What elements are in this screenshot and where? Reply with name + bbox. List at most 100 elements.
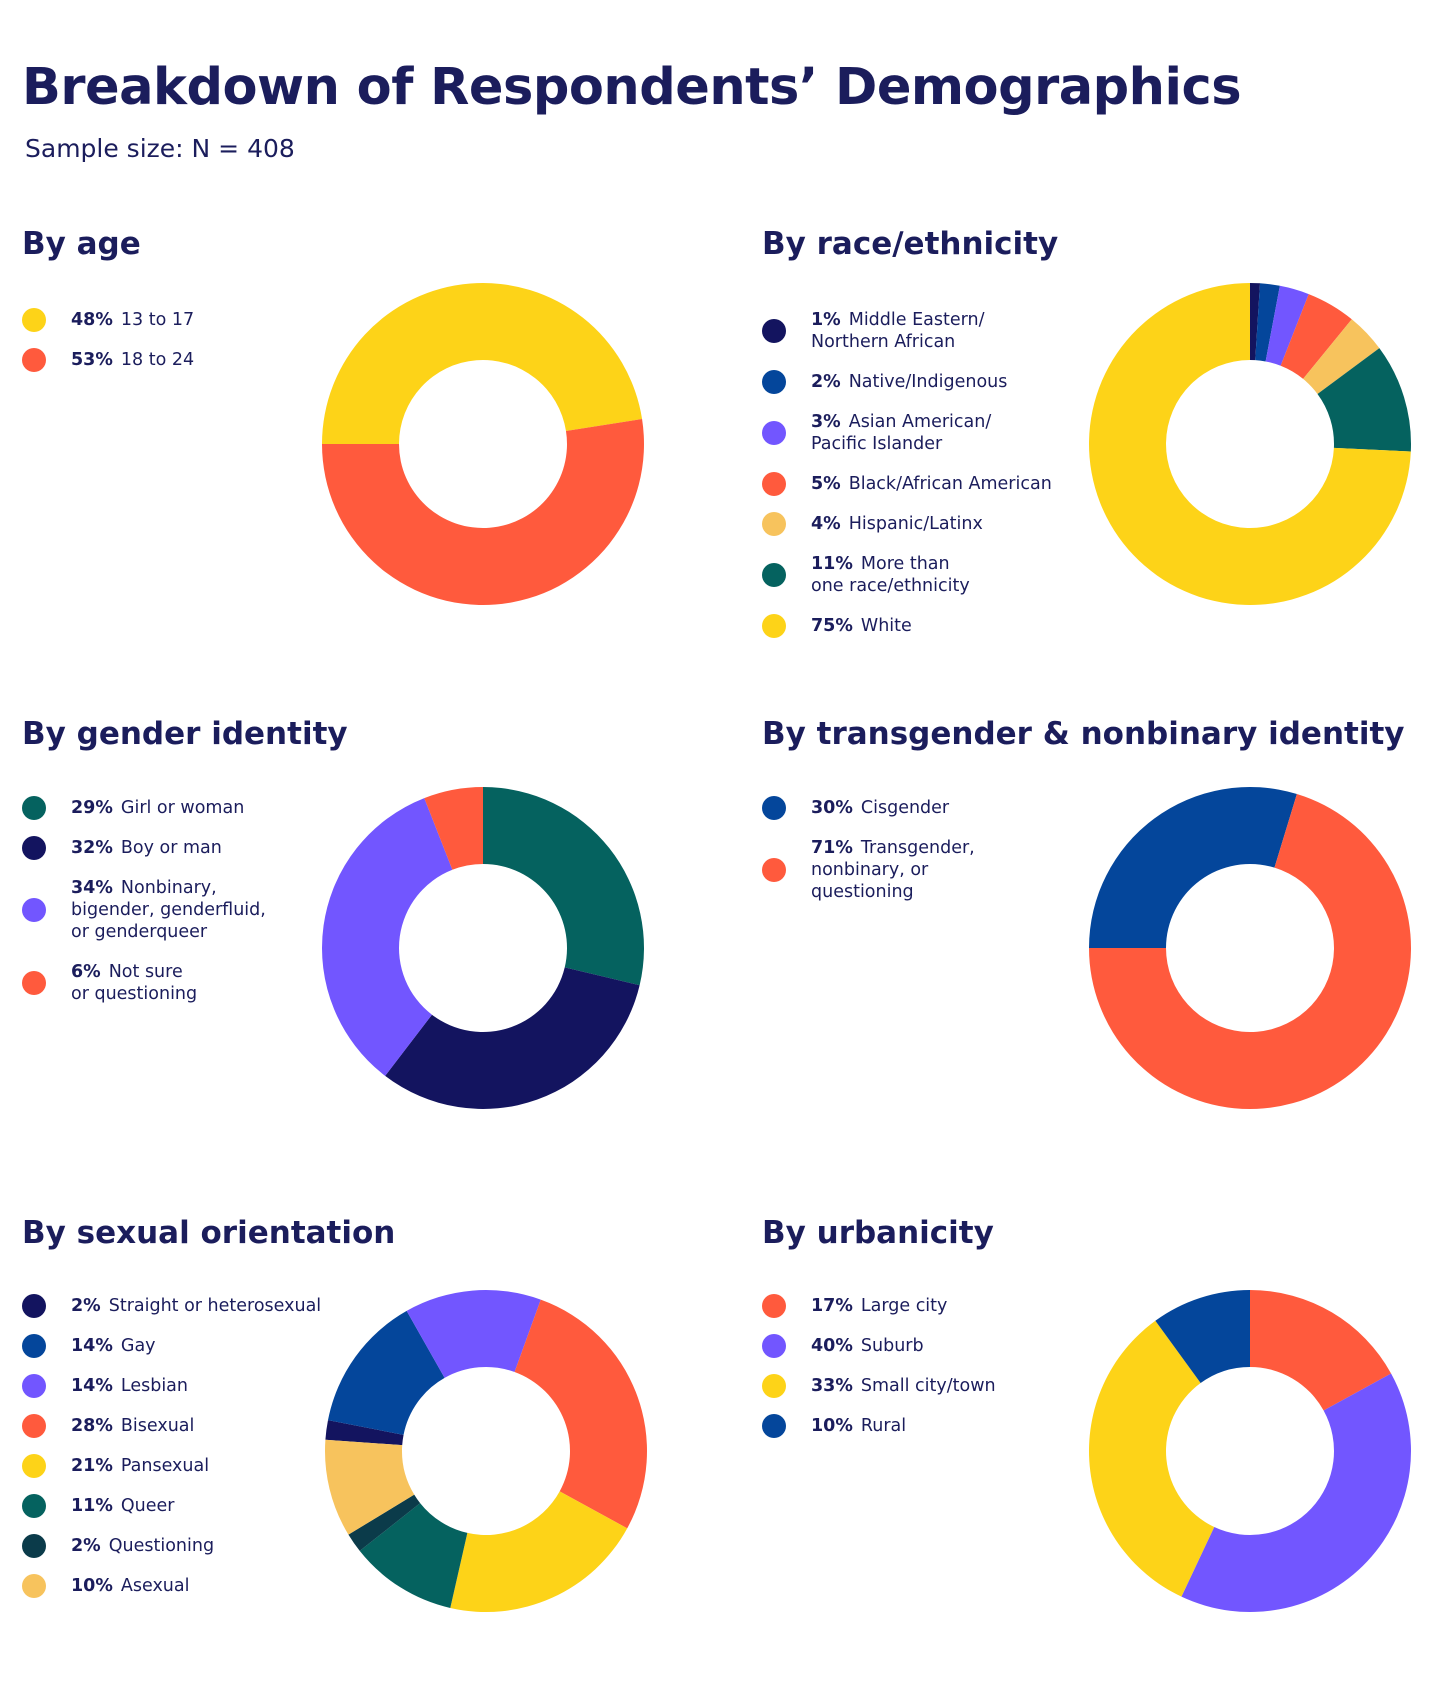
legend-percent: 2% <box>811 372 841 392</box>
legend-item-18-to-24: 53% 18 to 24 <box>22 348 351 372</box>
slice-straight-or-heterosexual <box>325 1420 404 1446</box>
panel-title: By transgender & nonbinary identity <box>762 716 1405 752</box>
legend-swatch <box>762 796 786 820</box>
legend-percent: 10% <box>71 1576 113 1596</box>
legend-swatch <box>22 971 46 995</box>
legend-label: Gay <box>120 1336 156 1356</box>
legend: 30% Cisgender 71% Transgender, nonbinary, o… <box>762 796 1091 921</box>
legend-item-girl-or-woman: 29% Girl or woman <box>22 796 351 820</box>
panel-title: By gender identity <box>22 716 348 752</box>
legend-swatch <box>22 1414 46 1438</box>
legend-item-more-than-one-race-ethnicity: 11% More than one race/ethnicity <box>762 553 1091 597</box>
legend-percent: 1% <box>811 310 841 330</box>
donut-chart <box>1088 1289 1412 1613</box>
legend-label: Hispanic/Latinx <box>848 514 983 534</box>
donut-chart <box>1088 786 1412 1110</box>
legend: 1% Middle Eastern/ Northern African 2% Nati… <box>762 309 1091 655</box>
legend-label: Girl or woman <box>120 798 245 818</box>
legend-label: Pansexual <box>120 1456 210 1476</box>
legend-item-native-indigenous: 2% Native/Indigenous <box>762 370 1091 394</box>
slice-gay <box>327 1310 445 1435</box>
legend-label: Cisgender <box>860 798 950 818</box>
slice-nonbinary-bigender-genderfluid-or-genderqueer <box>322 798 453 1076</box>
legend-percent: 4% <box>811 514 841 534</box>
legend-percent: 48% <box>71 310 113 330</box>
legend-percent: 5% <box>811 474 841 494</box>
slice-large-city <box>1250 1290 1392 1411</box>
legend-swatch <box>22 836 46 860</box>
slice-rural <box>1155 1290 1250 1384</box>
slice-girl-or-woman <box>483 787 644 986</box>
legend-item-rural: 10% Rural <box>762 1414 1091 1438</box>
donut-svg <box>322 787 644 1109</box>
legend-percent: 14% <box>71 1336 113 1356</box>
legend-item-boy-or-man: 32% Boy or man <box>22 836 351 860</box>
donut-svg <box>1089 283 1411 605</box>
legend-label: 18 to 24 <box>120 350 195 370</box>
legend-swatch <box>762 614 786 638</box>
legend-swatch <box>762 1334 786 1358</box>
legend-percent: 17% <box>811 1296 853 1316</box>
donut-svg <box>1089 787 1411 1109</box>
legend-percent: 6% <box>71 962 101 982</box>
donut-chart <box>324 1289 648 1613</box>
legend-label: Boy or man <box>120 838 222 858</box>
legend-label: Suburb <box>860 1336 924 1356</box>
legend-label: Small city/town <box>860 1376 996 1396</box>
legend: 48% 13 to 17 53% 18 to 24 <box>22 308 351 389</box>
slice-pansexual <box>450 1491 628 1612</box>
legend-item-nonbinary-bigender-genderfluid-or-genderqueer: 34% Nonbinary, bigender, genderfluid, or … <box>22 877 351 943</box>
legend-swatch <box>762 370 786 394</box>
legend-percent: 40% <box>811 1336 853 1356</box>
legend-percent: 14% <box>71 1376 113 1396</box>
donut-svg <box>1089 1290 1411 1612</box>
legend-percent: 71% <box>811 838 853 858</box>
legend-label: Questioning <box>108 1536 215 1556</box>
legend-swatch <box>762 1414 786 1438</box>
legend-item-transgender-nonbinary-or-questioning: 71% Transgender, nonbinary, or questionin… <box>762 837 1091 903</box>
slice-more-than-one-race-ethnicity <box>1317 348 1411 452</box>
legend-percent: 2% <box>71 1296 101 1316</box>
slice-native-indigenous <box>1255 283 1280 362</box>
legend-label: Lesbian <box>120 1376 189 1396</box>
legend-percent: 53% <box>71 350 113 370</box>
legend-swatch <box>762 319 786 343</box>
legend-swatch <box>22 1494 46 1518</box>
legend-item-small-city-town: 33% Small city/town <box>762 1374 1091 1398</box>
slice-asexual <box>325 1439 415 1535</box>
slice-boy-or-man <box>385 967 640 1109</box>
legend-item-cisgender: 30% Cisgender <box>762 796 1091 820</box>
legend-swatch <box>22 1534 46 1558</box>
legend-label: White <box>860 616 912 636</box>
legend-swatch <box>22 348 46 372</box>
legend-label: Not sure or questioning <box>71 962 198 1004</box>
slice-black-african-american <box>1280 294 1352 379</box>
legend-label: 13 to 17 <box>120 310 195 330</box>
legend-percent: 30% <box>811 798 853 818</box>
legend-item-middle-eastern-northern-african: 1% Middle Eastern/ Northern African <box>762 309 1091 353</box>
legend-label: Large city <box>860 1296 948 1316</box>
donut-svg <box>322 283 644 605</box>
legend-item-white: 75% White <box>762 614 1091 638</box>
sample-size: Sample size: N = 408 <box>25 134 295 163</box>
legend-percent: 34% <box>71 878 113 898</box>
slice-middle-eastern-northern-african <box>1250 283 1261 361</box>
legend-item-gay: 14% Gay <box>22 1334 351 1358</box>
page-title: Breakdown of Respondents’ Demographics <box>22 58 1242 117</box>
legend-item-bisexual: 28% Bisexual <box>22 1414 351 1438</box>
legend-item-asian-american-pacific-islander: 3% Asian American/ Pacific Islander <box>762 411 1091 455</box>
slice-13-to-17 <box>322 283 643 444</box>
legend-label: Straight or heterosexual <box>108 1296 322 1316</box>
donut-chart <box>1088 282 1412 606</box>
slice-small-city-town <box>1089 1320 1215 1597</box>
slice-asian-american-pacific-islander <box>1265 285 1309 366</box>
legend-percent: 75% <box>811 616 853 636</box>
donut-chart <box>321 786 645 1110</box>
legend-swatch <box>22 308 46 332</box>
legend-swatch <box>762 472 786 496</box>
legend: 2% Straight or heterosexual 14% Gay 14% Lesbi… <box>22 1294 351 1615</box>
panel-title: By sexual orientation <box>22 1215 396 1251</box>
legend-swatch <box>22 796 46 820</box>
legend-label: Black/African American <box>848 474 1052 494</box>
slice-cisgender <box>1089 787 1297 948</box>
